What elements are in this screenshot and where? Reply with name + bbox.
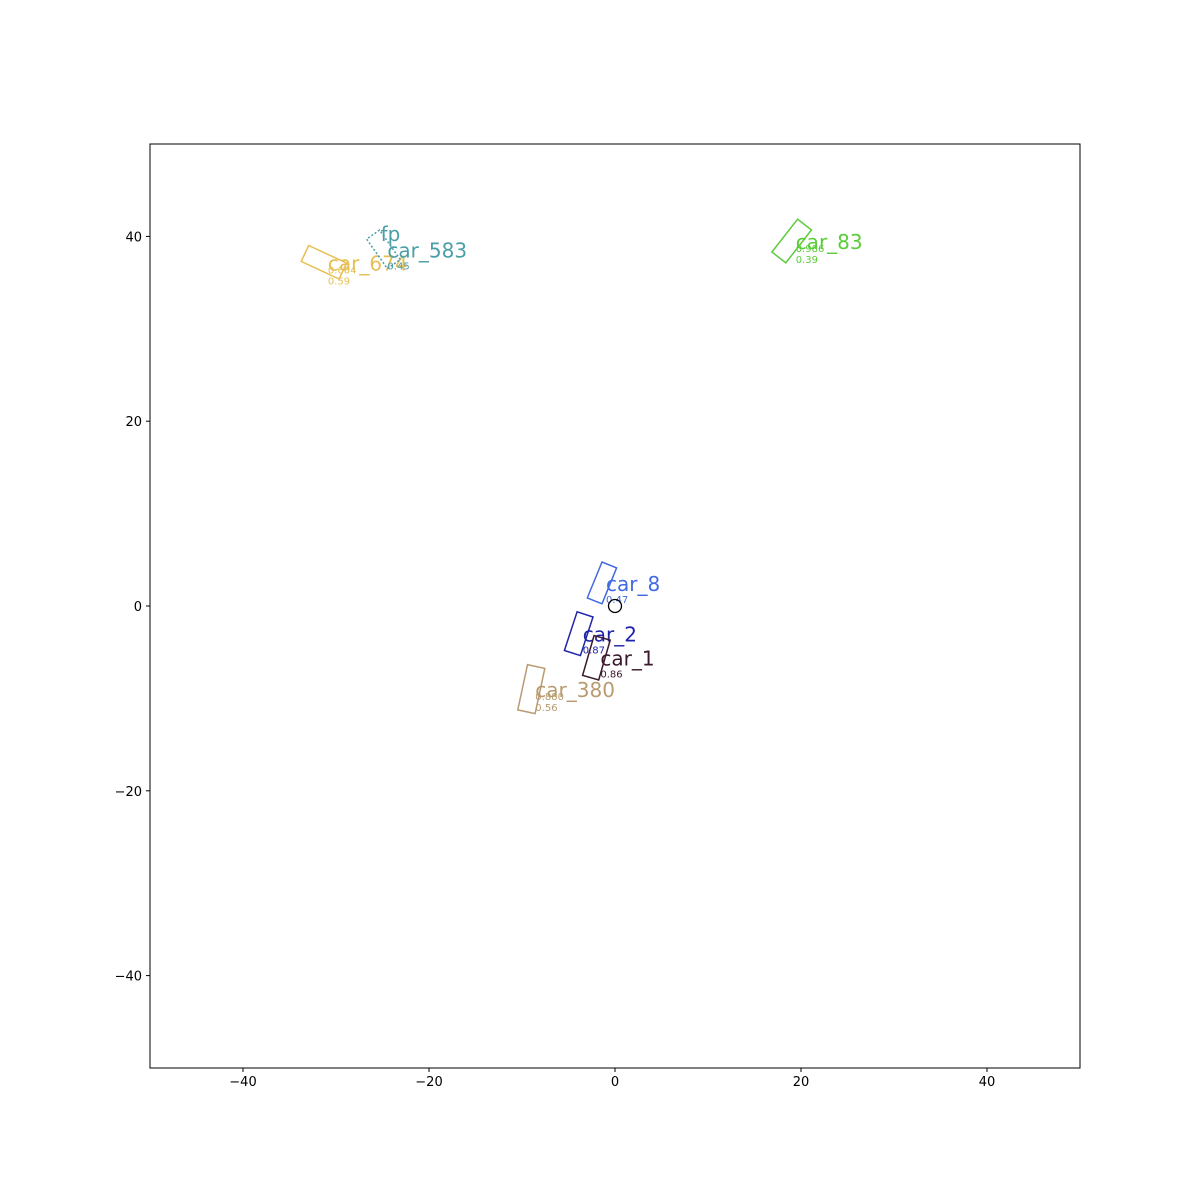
detection-score: 0.59 — [328, 276, 350, 287]
y-tick-label: 0 — [134, 600, 142, 615]
annotation-label: fp — [381, 222, 401, 246]
y-tick-label: 20 — [125, 415, 142, 430]
detection-label: car_380 — [535, 678, 615, 702]
plot-frame — [149, 143, 1081, 1069]
detection-box — [516, 663, 546, 715]
detection-score: 0.45 — [387, 261, 409, 272]
detection-score: 0.86 — [600, 670, 622, 681]
detection-box — [365, 229, 402, 270]
y-tick-label: −40 — [115, 970, 142, 985]
detection-score: 0.39 — [796, 255, 818, 266]
detection-box — [300, 244, 348, 280]
x-tick-label: 40 — [979, 1075, 996, 1090]
detection-label: car_1 — [600, 647, 654, 671]
x-tick-label: −40 — [229, 1075, 256, 1090]
axis-ticks: −40 −20 0 20 40 −40 −20 0 20 40 — [115, 230, 996, 1090]
detection-box — [581, 634, 612, 681]
detection-score: 0.87 — [583, 646, 605, 657]
y-tick-label: 40 — [125, 230, 142, 245]
detection-box — [586, 561, 618, 605]
detection-score: 0.880 — [535, 692, 564, 703]
detection-label: car_83 — [796, 230, 863, 254]
x-tick-label: 20 — [793, 1075, 810, 1090]
detection-label: car_8 — [606, 572, 660, 596]
y-tick-label: −20 — [115, 785, 142, 800]
x-tick-label: −20 — [415, 1075, 442, 1090]
detection-label: car_583 — [387, 238, 467, 262]
detection-score: 0.986 — [796, 244, 825, 255]
detection-box — [770, 218, 813, 264]
ego-marker — [607, 598, 623, 614]
detection-score: 0.56 — [535, 703, 557, 714]
detection-box — [563, 610, 594, 657]
detection-score: 0.604 — [328, 265, 357, 276]
detection-marks: car_80.47car_20.87car_10.86car_3800.8800… — [300, 218, 863, 715]
x-tick-label: 0 — [611, 1075, 619, 1090]
